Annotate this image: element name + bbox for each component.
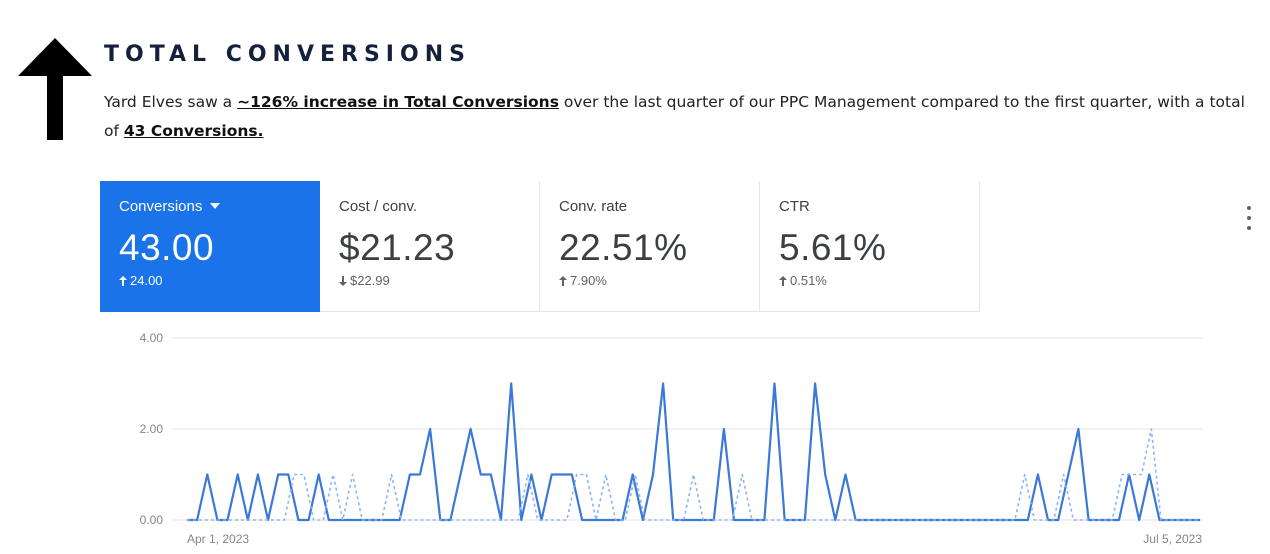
series-line-current [187,382,1200,522]
metric-value: $21.23 [339,227,456,268]
metric-label: Conversions [119,197,320,215]
more-options-icon[interactable] [1246,206,1252,230]
arrow-up-icon [18,38,92,140]
dropdown-caret-icon[interactable] [210,203,221,209]
metric-label: Conv. rate [559,197,628,215]
y-tick-label: 0.00 [140,513,164,527]
page-title: TOTAL CONVERSIONS [104,42,471,67]
metric-value: 5.61% [779,227,887,268]
x-tick-label: Jul 5, 2023 [1143,532,1202,546]
summary-text: Yard Elves saw a ~126% increase in Total… [104,88,1264,146]
arrow-up-small-icon [559,275,567,286]
series-line-previous [187,428,1200,521]
metric-card-ctr[interactable]: CTR 5.61% 0.51% [760,181,980,312]
metric-change: $22.99 [339,273,539,288]
arrow-up-small-icon [119,275,127,286]
metric-value: 43.00 [119,227,215,268]
metric-card-cost-per-conv[interactable]: Cost / conv. $21.23 $22.99 [320,181,540,312]
metric-cards: Conversions 43.00 24.00 Cost / conv. $21… [100,181,980,312]
metric-change: 24.00 [119,273,320,288]
metric-value: 22.51% [559,227,688,268]
metric-card-conversions[interactable]: Conversions 43.00 24.00 [100,181,320,312]
metric-change-value: $22.99 [350,273,390,288]
metric-change-value: 24.00 [130,273,163,288]
arrow-down-small-icon [339,275,347,286]
arrow-up-small-icon [779,275,787,286]
metric-label: CTR [779,197,810,215]
metric-card-conv-rate[interactable]: Conv. rate 22.51% 7.90% [540,181,760,312]
y-tick-label: 2.00 [140,422,164,436]
y-tick-label: 4.00 [140,331,164,345]
metric-change: 0.51% [779,273,979,288]
metric-change: 7.90% [559,273,759,288]
x-tick-label: Apr 1, 2023 [187,532,249,546]
metric-change-value: 0.51% [790,273,827,288]
metric-change-value: 7.90% [570,273,607,288]
increase-highlight: ~126% increase in Total Conversions [237,93,559,111]
total-highlight: 43 Conversions. [123,122,264,140]
conversions-line-chart: 0.00 2.00 4.00 Apr 1, 2023 Jul 5, 2023 [140,331,1203,546]
summary-text-2: over the last quarter of our PPC Managem… [104,93,1245,140]
metric-label: Cost / conv. [339,197,418,215]
summary-text-1: Yard Elves saw a [104,93,238,111]
metric-label-text: Conversions [119,197,203,215]
